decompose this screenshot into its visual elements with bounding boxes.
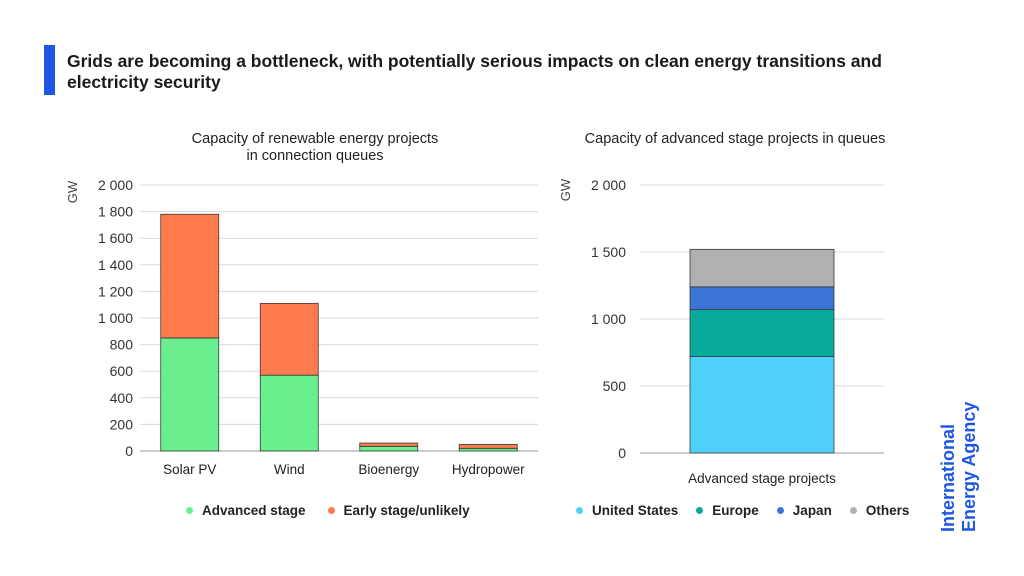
legend-swatch-others [849,507,857,514]
y-tick-label: 2 000 [591,177,626,193]
y-axis-unit-label: GW [65,180,80,203]
y-tick-label: 1 000 [591,311,626,327]
bar-advanced-stage-projects-europe [689,309,835,357]
legend-label-europe: Europe [712,503,759,518]
bar-wind-advanced-stage [259,374,319,452]
legend-label-early-stage: Early stage/unlikely [343,503,470,518]
legend-label-advanced-stage: Advanced stage [202,503,306,518]
x-category-label: Solar PV [163,462,216,477]
x-category-label: Bioenergy [358,462,419,477]
legend-item-japan: Japan [776,503,832,518]
y-axis-unit-label: GW [558,178,573,201]
y-tick-label: 0 [125,443,133,459]
y-tick-label: 1 800 [98,204,133,220]
bar-hydropower-early-stage-unlikely [458,443,518,449]
chart-title-right: Capacity of advanced stage projects in q… [584,131,886,147]
y-tick-label: 2 000 [98,177,133,193]
iea-logo: International Energy Agency [938,390,988,540]
legend-left: Advanced stage Early stage/unlikely [186,503,470,518]
accent-bar [44,45,55,95]
bar-wind-early-stage-unlikely [259,302,319,376]
chart-title-left: Capacity of renewable energy projects in… [150,131,480,165]
iea-logo-text: International Energy Agency [938,402,980,532]
y-tick-label: 1 400 [98,257,133,273]
x-category-label: Hydropower [452,462,525,477]
legend-swatch-europe [696,507,704,514]
y-tick-label: 400 [110,390,134,406]
legend-item-europe: Europe [696,503,759,518]
legend-item-united-states: United States [576,503,678,518]
y-tick-label: 600 [110,363,134,379]
legend-label-japan: Japan [792,503,832,518]
bar-solar-pv-advanced-stage [160,337,220,452]
legend-swatch-early-stage [327,507,335,514]
legend-swatch-japan [776,507,784,514]
legend-item-others: Others [849,503,910,518]
y-tick-label: 1 200 [98,283,133,299]
y-tick-label: 500 [603,378,627,394]
y-tick-label: 1 000 [98,310,133,326]
bar-solar-pv-early-stage-unlikely [160,213,220,339]
legend-label-united-states: United States [592,503,679,518]
y-tick-label: 0 [618,445,626,461]
y-tick-label: 800 [110,337,134,353]
x-category-label: Wind [274,462,305,477]
chart-title-left-line1: Capacity of renewable energy projects [191,131,439,147]
legend-swatch-advanced-stage [186,507,193,514]
iea-logo-line2: Energy Agency [959,401,979,532]
bar-advanced-stage-projects-united-states [689,356,835,454]
x-category-label: Advanced stage projects [688,471,836,486]
bar-bioenergy-early-stage-unlikely [359,442,419,447]
iea-logo-line1: International [938,423,958,532]
y-tick-label: 1 600 [98,230,133,246]
legend-swatch-united-states [576,507,583,514]
legend-right: United States Europe Japan Others [576,503,909,518]
chart-title-left-line2: in connection queues [246,148,384,164]
legend-label-others: Others [865,503,910,518]
bar-advanced-stage-projects-others [689,248,835,288]
bar-advanced-stage-projects-japan [689,286,835,311]
legend-item-early-stage: Early stage/unlikely [327,503,470,518]
y-tick-label: 1 500 [591,244,626,260]
y-tick-label: 200 [110,416,134,432]
headline: Grids are becoming a bottleneck, with po… [67,51,882,92]
legend-item-advanced-stage: Advanced stage [186,503,306,518]
